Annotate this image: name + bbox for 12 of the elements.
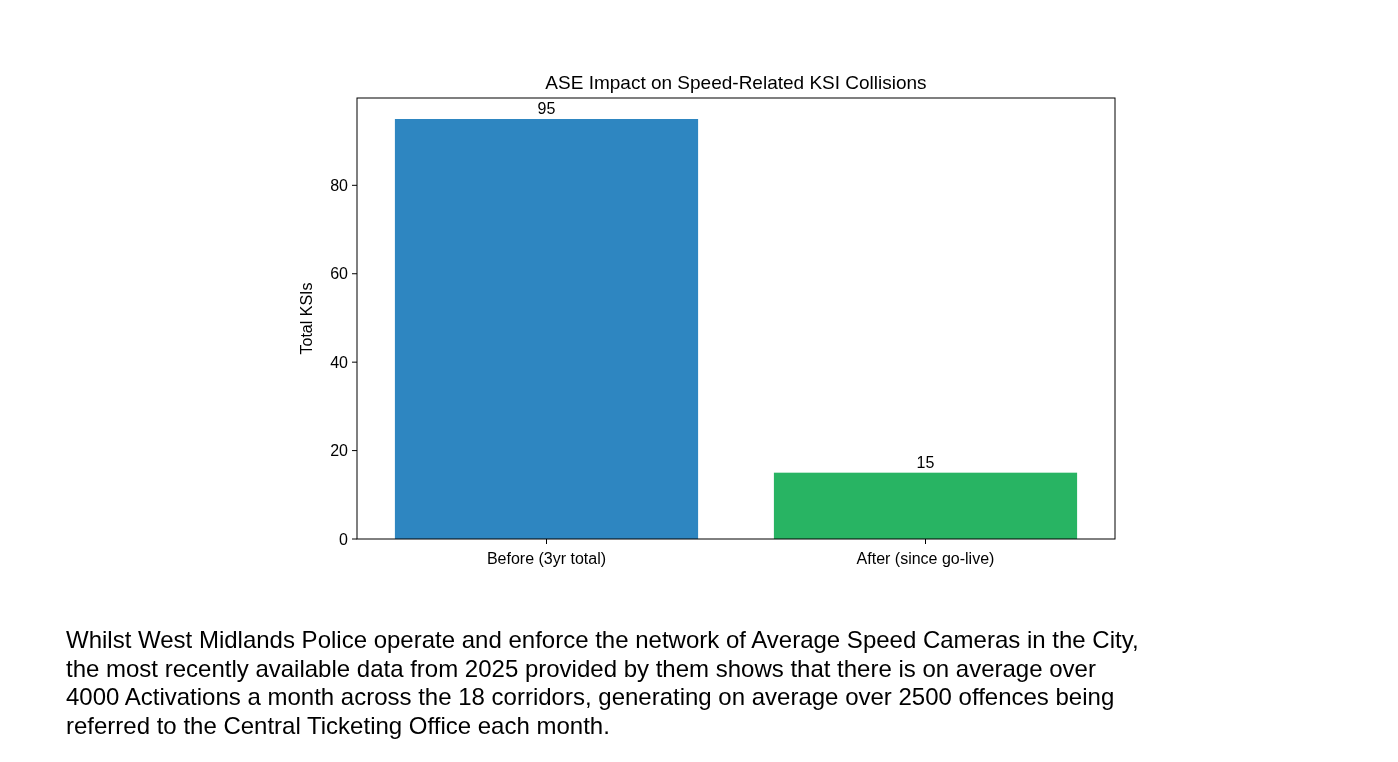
y-axis-title: Total KSIs <box>298 282 315 355</box>
y-tick-label: 60 <box>330 265 349 283</box>
y-tick-label: 20 <box>330 442 349 460</box>
text: Whilst West Midlands Police operate and enforce the network of Average Speed Cameras in the City, the most recently available data from 2025 provided by them shows that there is on average over 4000 Activations a month across the 18 corridors, generating on average over 2500 offences being referred to the Central Ticketing Office each month. <box>66 626 1139 739</box>
data-label: 95 <box>537 100 556 117</box>
y-tick-label: 40 <box>330 353 349 371</box>
x-tick-label: After (since go-live) <box>856 550 995 567</box>
y-tick-label: 0 <box>339 530 349 548</box>
data-label: 15 <box>916 453 935 471</box>
y-tick-label: 80 <box>330 176 349 194</box>
x-tick-label: Before (3yr total) <box>486 550 607 567</box>
chart-title: ASE Impact on Speed-Related KSI Collisions <box>545 72 927 93</box>
